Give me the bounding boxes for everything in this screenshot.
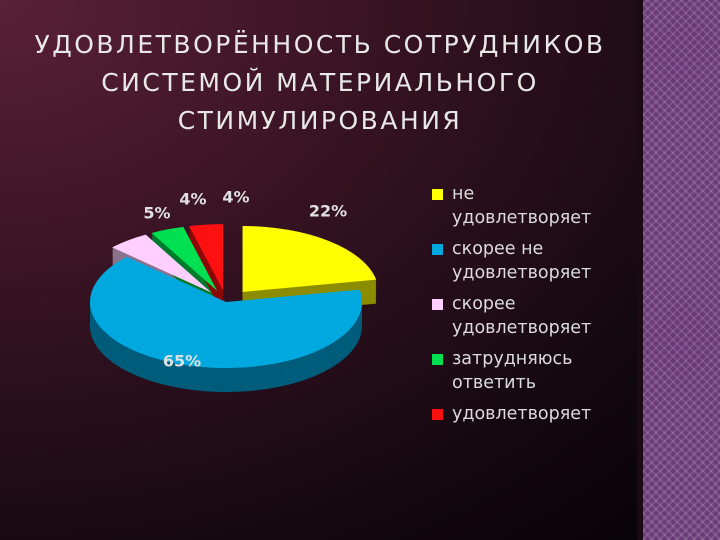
decorative-strip (643, 0, 720, 540)
slice (151, 226, 218, 291)
slide-edge (637, 0, 643, 540)
legend-label: скорее удовлетворяет (452, 294, 592, 338)
slice (90, 256, 362, 368)
data-label: 22% (309, 202, 347, 221)
legend-item: не удовлетворяет (432, 182, 607, 230)
legend-swatch (432, 299, 443, 310)
legend-swatch (432, 189, 443, 200)
data-label: 5% (143, 204, 170, 223)
data-label: 4% (179, 190, 206, 209)
slice (112, 234, 212, 293)
chart: 22% 65% 5% 4% 4% (89, 188, 377, 392)
legend-swatch (432, 409, 443, 420)
legend-item: удовлетворяет (432, 402, 607, 426)
slice (189, 224, 223, 291)
legend-swatch (432, 244, 443, 255)
legend-label: скорее не удовлетворяет (452, 239, 592, 283)
legend: не удовлетворяет скорее не удовлетворяет с… (432, 182, 607, 433)
legend-item: скорее не удовлетворяет (432, 237, 607, 285)
legend-label: затрудняюсь ответить (452, 349, 573, 393)
legend-item: скорее удовлетворяет (432, 292, 607, 340)
legend-label: удовлетворяет (452, 404, 592, 424)
data-label: 4% (222, 188, 249, 207)
legend-item: затрудняюсь ответить (432, 347, 607, 395)
slice (242, 225, 377, 292)
chart-title: УДОВЛЕТВОРЁННОСТЬ СОТРУДНИКОВ СИСТЕМОЙ М… (34, 30, 606, 135)
legend-label: не удовлетворяет (452, 184, 592, 228)
legend-swatch (432, 354, 443, 365)
data-label: 65% (163, 352, 201, 371)
